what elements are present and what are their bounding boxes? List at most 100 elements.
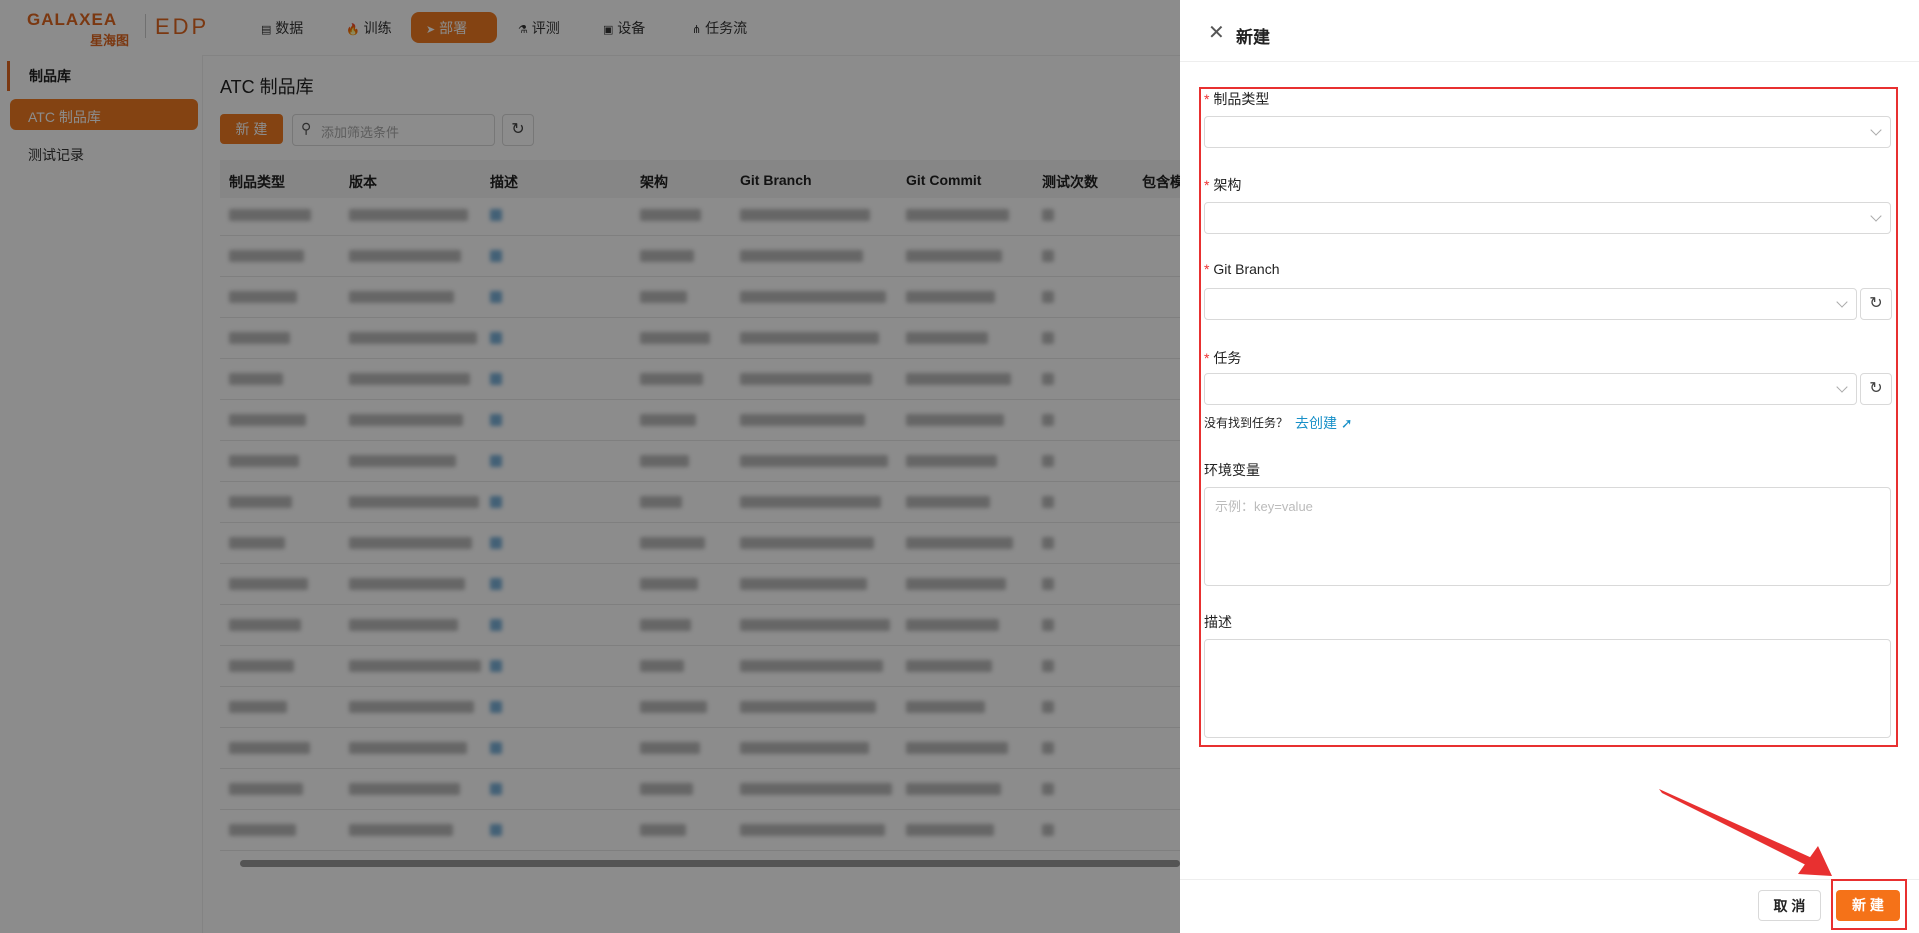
sidebar-item[interactable]: ATC 制品库 — [28, 109, 101, 125]
nav-item[interactable]: 🔥 训练 — [346, 20, 392, 36]
blurred-cell — [906, 250, 1002, 262]
blurred-cell — [229, 291, 297, 303]
blurred-cell — [490, 701, 502, 713]
row-divider — [220, 604, 1180, 605]
field-label-text: 任务 — [1213, 350, 1242, 366]
blurred-cell — [349, 783, 460, 795]
blurred-cell — [490, 414, 502, 426]
blurred-cell — [349, 578, 465, 590]
field-label-text: Git Branch — [1213, 261, 1280, 277]
arrow-head — [1798, 846, 1832, 876]
hint-link-text[interactable]: 去创建 — [1295, 415, 1337, 431]
blurred-cell — [349, 619, 458, 631]
submit-button[interactable]: 新 建 — [1836, 890, 1900, 921]
blurred-cell — [349, 414, 463, 426]
hint-link[interactable]: 去创建 ➚ — [1295, 415, 1353, 431]
blurred-cell — [1042, 455, 1054, 467]
cancel-button[interactable]: 取 消 — [1758, 890, 1821, 921]
blurred-cell — [229, 578, 308, 590]
blurred-cell — [640, 742, 700, 754]
refresh-button[interactable]: ↻ — [502, 114, 534, 146]
blurred-cell — [740, 701, 876, 713]
row-divider — [220, 563, 1180, 564]
blurred-cell — [229, 332, 290, 344]
logo-cn: 星海图 — [90, 33, 130, 48]
field-refresh[interactable]: ↻ — [1860, 288, 1892, 320]
blurred-cell — [349, 373, 470, 385]
blurred-cell — [906, 209, 1009, 221]
field-refresh[interactable]: ↻ — [1860, 373, 1892, 405]
blurred-cell — [229, 701, 287, 713]
new-button[interactable]: 新 建 — [220, 114, 283, 144]
nav-label[interactable]: 数据 — [275, 20, 304, 36]
select[interactable] — [1204, 373, 1857, 405]
search-box[interactable]: ⚲ 添加筛选条件 — [292, 114, 495, 146]
blurred-cell — [740, 783, 892, 795]
product: EDP — [155, 14, 210, 39]
nav-item[interactable]: ▤ 数据 — [261, 20, 304, 36]
highlight-box — [1199, 87, 1898, 747]
nav-label[interactable]: 部署 — [439, 20, 468, 36]
blurred-cell — [906, 578, 1006, 590]
blurred-cell — [640, 578, 698, 590]
row-divider — [220, 276, 1180, 277]
blurred-cell — [640, 455, 689, 467]
select[interactable] — [1204, 288, 1857, 320]
blurred-cell — [640, 783, 693, 795]
nav-label[interactable]: 评测 — [531, 20, 560, 36]
footer-divider — [1180, 879, 1919, 880]
blurred-cell — [349, 250, 461, 262]
blurred-cell — [740, 660, 883, 672]
blurred-cell — [229, 455, 299, 467]
blurred-cell — [229, 496, 292, 508]
nav-item[interactable]: ➤ 部署 — [426, 20, 468, 36]
page-title: ATC 制品库 — [220, 77, 314, 97]
desc-textarea[interactable] — [1204, 639, 1891, 738]
blurred-cell — [349, 209, 468, 221]
overlay[interactable] — [0, 0, 1180, 933]
blurred-cell — [740, 250, 863, 262]
nav-label[interactable]: 任务流 — [705, 20, 748, 36]
arrow-shaft — [1659, 789, 1812, 866]
blurred-cell — [906, 373, 1011, 385]
nav-label[interactable]: 设备 — [617, 20, 646, 36]
blurred-cell — [1042, 250, 1054, 262]
nav-item[interactable]: ⚗ 评测 — [518, 20, 560, 36]
blurred-cell — [1042, 332, 1054, 344]
blurred-cell — [1042, 619, 1054, 631]
required-mark: * — [1204, 177, 1210, 193]
required-mark: * — [1204, 261, 1210, 277]
blurred-cell — [640, 824, 686, 836]
blurred-cell — [906, 742, 1008, 754]
blurred-cell — [906, 496, 990, 508]
blurred-cell — [229, 824, 296, 836]
nav-label[interactable]: 训练 — [363, 20, 392, 36]
blurred-cell — [640, 209, 701, 221]
blurred-cell — [490, 783, 502, 795]
blurred-cell — [349, 455, 456, 467]
blurred-cell — [490, 209, 502, 221]
blurred-cell — [906, 824, 994, 836]
search-placeholder: 添加筛选条件 — [321, 125, 400, 140]
env-textarea[interactable]: 示例：key=value — [1204, 487, 1891, 586]
blurred-cell — [1042, 824, 1054, 836]
blurred-cell — [906, 660, 992, 672]
nav-item[interactable]: ▣ 设备 — [603, 20, 646, 36]
select[interactable] — [1204, 116, 1891, 148]
nav-item[interactable]: ⋔ 任务流 — [692, 20, 748, 36]
blurred-cell — [906, 332, 988, 344]
row-divider — [220, 645, 1180, 646]
blurred-cell — [490, 660, 502, 672]
select[interactable] — [1204, 202, 1891, 234]
blurred-cell — [1042, 742, 1054, 754]
row-divider — [220, 399, 1180, 400]
row-divider — [220, 686, 1180, 687]
close-icon[interactable]: ✕ — [1208, 22, 1225, 44]
blurred-cell — [349, 701, 474, 713]
table-header: 描述 — [490, 174, 518, 190]
blurred-cell — [490, 250, 502, 262]
blurred-cell — [1042, 537, 1054, 549]
blurred-cell — [906, 783, 1001, 795]
sidebar-item[interactable]: 测试记录 — [28, 147, 84, 163]
